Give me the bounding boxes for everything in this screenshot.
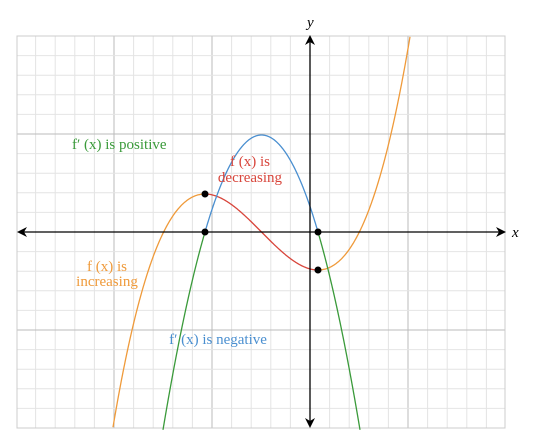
label: f′ (x) is negative [169,332,267,348]
label: f (x) is [230,154,270,170]
point [201,190,209,198]
x-axis-label: x [511,225,519,241]
arrow [496,227,506,237]
curve [317,231,361,430]
point [314,228,322,236]
arrow [17,227,27,237]
curve [162,231,206,430]
arrow [305,418,315,428]
arrow [305,35,315,45]
curve [112,193,205,428]
points [201,190,322,274]
curve [204,134,319,233]
point [201,228,209,236]
curves [112,36,411,430]
axes: x y [17,15,519,428]
label: increasing [76,274,138,290]
y-axis-label: y [305,15,314,31]
curve [318,36,411,271]
label: f′ (x) is positive [72,137,167,153]
label: decreasing [218,170,283,186]
label: f (x) is [87,259,127,275]
point [314,266,322,274]
